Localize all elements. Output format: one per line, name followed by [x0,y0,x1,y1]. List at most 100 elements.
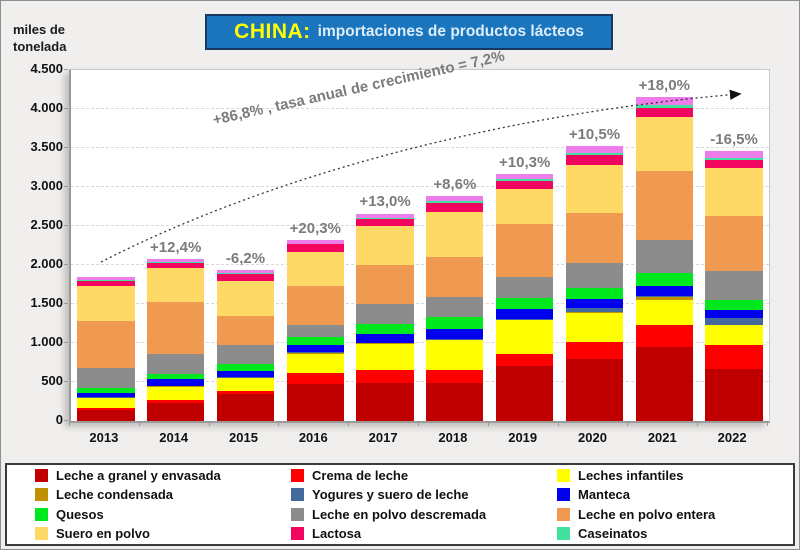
chart-title-text: importaciones de productos lácteos [317,23,584,40]
bar-segment [705,168,763,217]
bar-segment [147,387,205,400]
bar-segment [705,345,763,369]
bar-segment [216,280,275,317]
bar-segment [216,364,275,371]
bar-segment [565,298,624,308]
growth-label-2017: +13,0% [359,193,411,211]
bar-segment [216,316,275,346]
bar-segment [705,368,763,421]
bar-segment [356,304,414,324]
legend: Leche a granel y envasada Crema de leche L… [5,463,795,546]
bar-segment [426,328,484,339]
bar-segment [565,155,624,165]
bar-segment [426,297,484,318]
y-tick-label: 4.000 [30,100,63,115]
bar-2019: +10,3% [490,70,560,421]
y-tick-mark [64,342,68,343]
bar-segment [216,377,275,379]
legend-label: Leche en polvo entera [578,506,716,522]
bar-segment [356,382,414,421]
y-axis-title-line1: miles de [13,22,66,37]
bar-segment [147,268,205,303]
legend-swatch-icon [35,507,48,521]
bar-segment [77,367,135,388]
x-tick-label-2014: 2014 [159,430,189,445]
y-tick-mark [64,420,68,421]
x-tick-label-2018: 2018 [438,430,468,445]
bar-segment [426,257,484,298]
x-tick-mark [487,421,489,426]
bar-segment [216,378,275,391]
bar-2017: +13,0% [350,70,420,421]
bar-segment [77,321,135,368]
legend-label: Suero en polvo [56,526,150,542]
legend-item: Leche en polvo entera [557,505,793,524]
bar-segment [216,345,275,365]
bar-2014: +12,4% [141,70,211,421]
gridline [71,381,769,382]
legend-swatch-icon [35,527,48,541]
bar-segment [635,171,693,240]
bar-segment [216,272,275,275]
bar-segment [635,296,693,298]
bar-stack-2018 [426,196,484,421]
x-tick-label-2022: 2022 [717,430,747,445]
bar-segment [635,325,693,347]
y-tick-label: 3.500 [30,139,63,154]
y-tick-label: 3.000 [30,178,63,193]
bar-segment [705,151,763,159]
bar-segment [77,408,135,411]
bar-segment [565,164,624,213]
bar-segment [635,297,693,301]
bar-segment [77,286,135,322]
bar-segment [356,323,414,334]
gridline [71,342,769,343]
bar-segment [426,212,484,258]
bar-segment [565,262,624,288]
x-tick-label-2016: 2016 [298,430,328,445]
legend-item: Quesos [35,505,291,524]
legend-label: Lactosa [312,526,362,542]
bar-segment [565,358,624,421]
y-tick-mark [64,303,68,304]
bar-segment [705,159,763,169]
legend-swatch-icon [557,468,570,482]
y-tick-mark [64,147,68,148]
bar-segment [565,287,624,299]
bar-segment [635,97,693,105]
bar-segment [705,271,763,300]
bar-stack-2021 [635,97,693,421]
y-tick-label: 1.000 [30,334,63,349]
x-tick-mark [138,421,140,426]
bar-segment [426,340,484,371]
bar-segment [286,251,344,286]
bar-segment [635,239,693,273]
bar-stack-2019 [496,173,554,421]
legend-item: Yogures y suero de leche [291,485,557,504]
y-axis-title-line2: tonelada [13,39,67,54]
bar-segment [286,244,344,252]
bar-segment [216,390,275,395]
y-tick-mark [64,225,68,226]
bar-segment [286,383,344,421]
bar-segment [705,318,763,325]
legend-label: Manteca [578,487,631,503]
bar-segment [147,302,205,355]
legend-label: Leches infantiles [578,467,684,483]
bar-segment [77,397,135,399]
bar-segment [356,333,414,343]
bar-stack-2015 [216,270,275,421]
bar-2020: +10,5% [560,70,630,421]
legend-label: Leche en polvo descremada [312,506,487,522]
bar-2016: +20,3% [280,70,350,421]
legend-label: Leche a granel y envasada [56,467,221,483]
bar-segment [147,399,205,403]
x-tick-mark [418,421,419,426]
bar-segment [565,311,624,313]
y-tick-mark [64,264,68,265]
legend-swatch-icon [557,527,570,541]
legend-swatch-icon [35,488,48,502]
bar-segment [356,218,414,226]
bar-segment [426,370,484,383]
